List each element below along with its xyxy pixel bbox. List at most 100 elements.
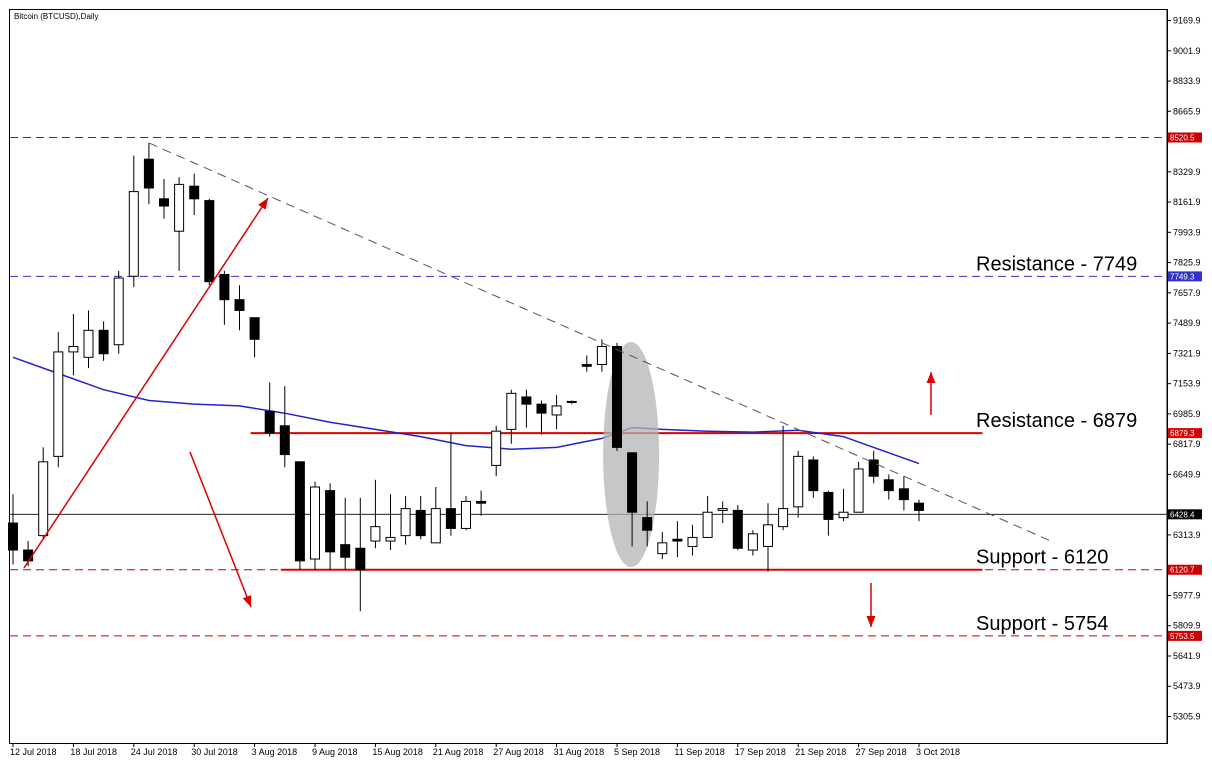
level-annotation: Resistance - 7749 — [976, 253, 1137, 275]
candle — [400, 496, 411, 545]
x-tick-label: 24 Jul 2018 — [131, 747, 178, 757]
bear-candle-body — [521, 396, 532, 405]
y-axis: 9169.9 9001.9 8833.9 8665.9 8329.9 8161.9 7993… — [1166, 10, 1202, 743]
bull-candle-body — [53, 351, 64, 457]
candle — [219, 270, 230, 325]
breakout-up-arrow — [926, 372, 936, 415]
bull-candle-body — [838, 511, 849, 519]
bear-candle-body — [898, 488, 909, 501]
breakdown-down-arrow — [866, 583, 876, 627]
arrow-shaft — [23, 197, 269, 569]
downtrend-arrow — [189, 451, 252, 608]
y-tick-label: 6313.9 — [1173, 530, 1201, 540]
candle — [279, 386, 290, 468]
y-tick-label: 7321.9 — [1173, 348, 1201, 358]
price-tag-label: 7749.3 — [1170, 272, 1195, 281]
bear-candle-body — [8, 522, 18, 551]
y-tick-label: 9001.9 — [1173, 46, 1201, 56]
y-tick-label: 5641.9 — [1173, 651, 1201, 661]
candle — [793, 450, 804, 518]
bull-candle-body — [400, 508, 411, 537]
x-tick-label: 31 Aug 2018 — [554, 747, 605, 757]
y-tick-label: 7993.9 — [1173, 227, 1201, 237]
bear-candle-body — [642, 517, 653, 531]
price-tag-bg — [1168, 271, 1202, 282]
x-tick-label: 3 Oct 2018 — [916, 747, 960, 757]
bull-candle-body — [717, 508, 728, 511]
bull-candle-body — [385, 536, 396, 542]
bear-candle-body — [808, 459, 819, 492]
x-tick-label: 27 Aug 2018 — [493, 747, 544, 757]
y-tick-label: 7825.9 — [1173, 258, 1201, 268]
candle — [83, 310, 94, 369]
candle — [8, 494, 18, 565]
y-tick-label: 7489.9 — [1173, 318, 1201, 328]
y-tick-label: 6649.9 — [1173, 469, 1201, 479]
y-tick-label: 5305.9 — [1173, 712, 1201, 722]
candle — [581, 355, 592, 372]
candle — [838, 488, 849, 522]
candle — [264, 382, 275, 437]
x-tick-label: 27 Sep 2018 — [856, 747, 907, 757]
y-tick-label: 5977.9 — [1173, 590, 1201, 600]
x-tick-label: 5 Sep 2018 — [614, 747, 660, 757]
candle — [868, 450, 879, 484]
bull-candle-body — [566, 400, 577, 403]
bull-candle-body — [657, 542, 668, 555]
price-tag: 6428.4 — [1168, 509, 1202, 520]
candle — [687, 524, 698, 556]
bear-candle-body — [159, 198, 169, 207]
candle — [340, 497, 351, 570]
bear-candle-body — [536, 403, 547, 414]
bear-candle-body — [23, 549, 34, 562]
candle — [612, 342, 622, 451]
bull-candle-body — [763, 524, 773, 547]
x-tick-label: 18 Jul 2018 — [70, 747, 117, 757]
x-tick-label: 21 Sep 2018 — [795, 747, 846, 757]
candle — [823, 490, 834, 536]
candle — [521, 389, 532, 428]
chart-title: Bitcoin (BTCUSD),Daily — [14, 12, 98, 21]
bear-candle-body — [189, 185, 200, 200]
bull-candle-body — [38, 461, 49, 537]
annotations-layer: Resistance - 7749 Resistance - 6879 Suppor… — [976, 253, 1137, 634]
bear-candle-body — [612, 346, 622, 448]
y-tick-label: 7153.9 — [1173, 379, 1201, 389]
level-annotation: Support - 5754 — [976, 613, 1108, 635]
candle — [702, 496, 713, 538]
candle — [68, 314, 79, 376]
candle — [642, 501, 653, 547]
candle — [113, 270, 124, 354]
bear-candle-body — [581, 364, 592, 367]
x-tick-label: 3 Aug 2018 — [252, 747, 298, 757]
x-tick-label: 15 Aug 2018 — [372, 747, 423, 757]
bear-candle-body — [355, 547, 366, 571]
price-tag-label: 8520.5 — [1170, 133, 1195, 142]
candle — [536, 400, 547, 435]
bull-candle-body — [853, 468, 864, 513]
bear-candle-body — [883, 479, 894, 492]
candle — [204, 198, 215, 286]
bull-candle-body — [491, 430, 502, 466]
price-tag-label: 5753.5 — [1170, 632, 1195, 641]
arrow-head — [926, 372, 936, 383]
bear-candle-body — [98, 329, 109, 355]
x-tick-label: 30 Jul 2018 — [191, 747, 238, 757]
bear-candle-body — [627, 452, 638, 513]
bear-candle-body — [672, 538, 683, 542]
y-tick-label: 8161.9 — [1173, 197, 1201, 207]
bull-candle-body — [83, 329, 94, 358]
candle — [763, 503, 773, 572]
bear-candle-body — [340, 544, 351, 558]
candle — [159, 178, 169, 219]
candle — [883, 474, 894, 500]
bear-candle-body — [445, 508, 456, 529]
bull-candle-body — [310, 486, 320, 560]
bull-candle-body — [778, 508, 789, 528]
bull-candle-body — [113, 277, 124, 346]
candle — [747, 530, 758, 556]
candle — [853, 461, 864, 513]
candle — [627, 452, 638, 547]
y-tick-label: 8833.9 — [1173, 76, 1201, 86]
y-tick-label: 9169.9 — [1173, 16, 1201, 26]
